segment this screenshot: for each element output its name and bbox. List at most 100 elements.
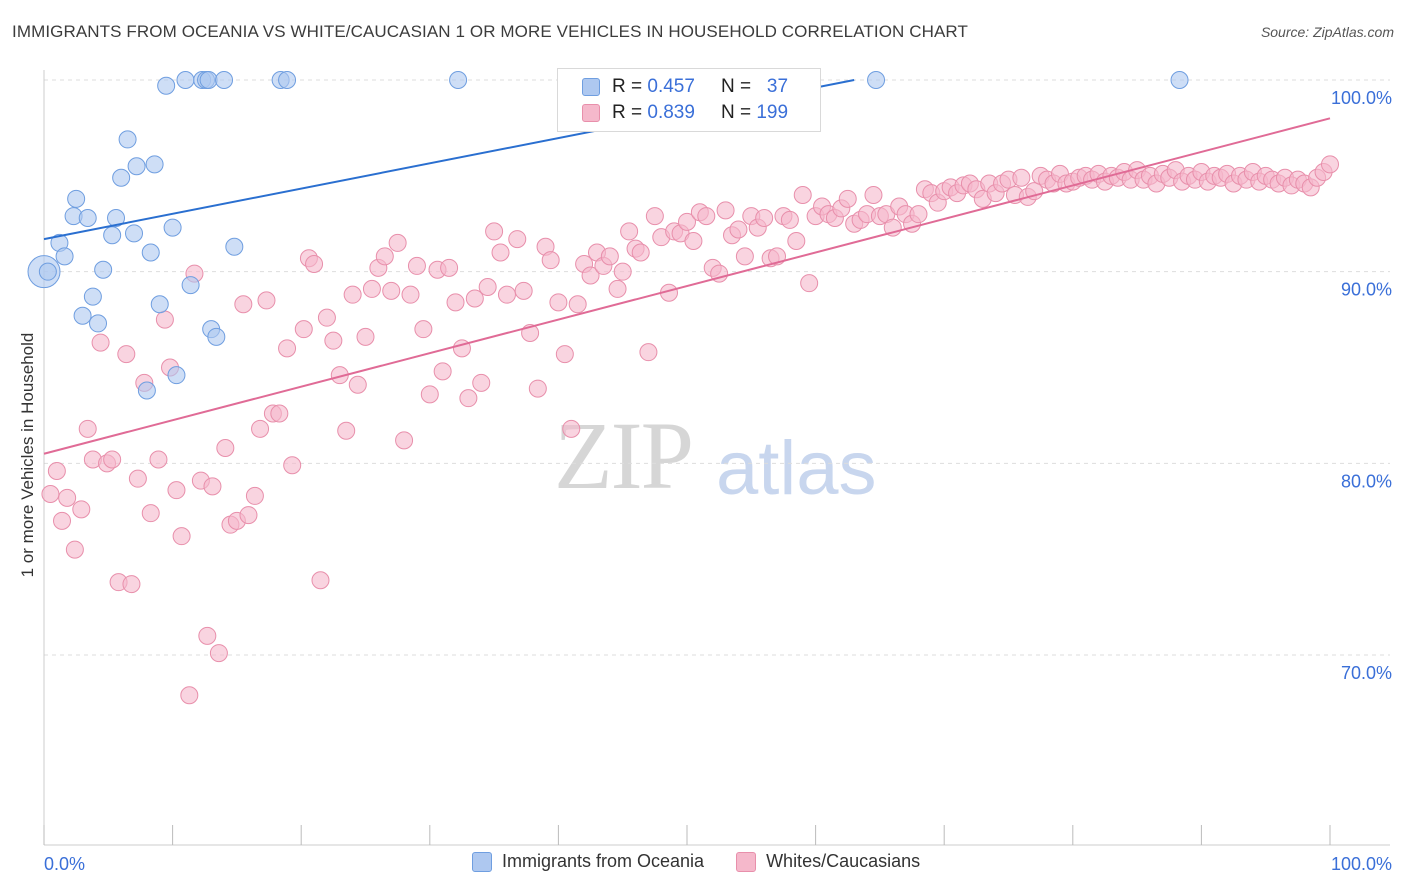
data-point-white bbox=[203, 477, 222, 496]
data-point-white bbox=[382, 281, 401, 300]
x-tick-label: 0.0% bbox=[44, 854, 85, 874]
data-point-white bbox=[600, 247, 619, 266]
data-point-oceania bbox=[112, 168, 131, 187]
data-point-white bbox=[407, 256, 426, 275]
data-point-oceania bbox=[449, 71, 468, 89]
data-point-oceania bbox=[157, 76, 176, 95]
data-point-white bbox=[72, 500, 91, 519]
data-point-white bbox=[446, 293, 465, 312]
data-point-oceania bbox=[83, 287, 102, 306]
data-point-white bbox=[528, 379, 547, 398]
data-point-oceania bbox=[118, 130, 137, 149]
data-point-white bbox=[440, 258, 459, 277]
stats-legend: R = 0.457 N = 37 R = 0.839 N = 199 bbox=[557, 68, 821, 132]
data-point-white bbox=[508, 230, 527, 249]
data-point-white bbox=[639, 343, 658, 362]
watermark-atlas: atlas bbox=[716, 426, 877, 511]
data-point-white bbox=[245, 486, 264, 505]
data-point-white bbox=[375, 247, 394, 266]
data-point-white bbox=[555, 345, 574, 364]
data-point-oceania bbox=[38, 262, 57, 281]
data-point-white bbox=[401, 285, 420, 304]
data-point-white bbox=[311, 571, 330, 590]
data-point-oceania bbox=[167, 366, 186, 385]
data-point-oceania bbox=[55, 247, 74, 266]
data-point-white bbox=[348, 375, 367, 394]
data-point-white bbox=[155, 310, 174, 329]
data-point-white bbox=[251, 419, 270, 438]
legend-swatch-pink bbox=[582, 104, 600, 122]
data-point-oceania bbox=[145, 155, 164, 174]
data-point-white bbox=[198, 626, 217, 645]
data-point-white bbox=[478, 278, 497, 296]
data-point-white bbox=[343, 285, 362, 304]
data-point-white bbox=[514, 281, 533, 300]
r-value: 0.457 bbox=[647, 76, 695, 97]
data-point-white bbox=[270, 404, 289, 423]
r-label: R = bbox=[612, 76, 643, 97]
data-point-white bbox=[684, 232, 703, 250]
data-point-white bbox=[608, 279, 627, 298]
data-point-oceania bbox=[67, 189, 86, 208]
data-point-oceania bbox=[78, 209, 97, 227]
series-legend: Immigrants from Oceania Whites/Caucasian… bbox=[472, 851, 952, 872]
data-point-white bbox=[305, 255, 324, 273]
r-label: R = bbox=[612, 102, 643, 123]
data-point-oceania bbox=[278, 71, 297, 89]
data-point-white bbox=[172, 527, 191, 546]
data-point-white bbox=[780, 210, 799, 229]
data-point-oceania bbox=[867, 71, 886, 89]
data-point-white bbox=[631, 243, 650, 262]
data-point-white bbox=[472, 373, 491, 392]
data-point-white bbox=[568, 295, 587, 314]
legend-item-oceania[interactable]: Immigrants from Oceania bbox=[472, 851, 704, 872]
data-point-white bbox=[433, 362, 452, 381]
data-point-white bbox=[65, 540, 84, 559]
data-point-oceania bbox=[125, 224, 144, 243]
data-point-white bbox=[420, 385, 439, 404]
data-point-white bbox=[294, 320, 313, 339]
data-point-white bbox=[909, 205, 928, 224]
data-point-white bbox=[485, 222, 504, 241]
data-point-white bbox=[317, 308, 336, 327]
data-point-white bbox=[1025, 182, 1044, 201]
data-point-white bbox=[337, 421, 356, 440]
data-point-white bbox=[678, 212, 696, 231]
data-point-white bbox=[613, 262, 632, 281]
data-point-oceania bbox=[73, 306, 92, 325]
data-point-oceania bbox=[89, 314, 108, 333]
data-point-white bbox=[234, 295, 253, 314]
data-point-white bbox=[117, 345, 136, 364]
watermark-zip: ZIP bbox=[554, 402, 694, 509]
trend-line-white bbox=[43, 117, 1331, 455]
data-point-white bbox=[541, 251, 560, 270]
data-point-oceania bbox=[215, 71, 234, 89]
data-point-oceania bbox=[137, 381, 156, 400]
data-point-oceania bbox=[141, 243, 160, 262]
n-value: 199 bbox=[756, 102, 789, 123]
data-point-white bbox=[216, 439, 235, 457]
n-label: N = bbox=[720, 102, 752, 123]
data-point-white bbox=[53, 511, 72, 530]
data-point-white bbox=[864, 186, 883, 204]
data-point-white bbox=[562, 419, 581, 438]
data-point-white bbox=[239, 506, 258, 525]
source-label: Source: ZipAtlas.com bbox=[1260, 24, 1394, 40]
data-point-white bbox=[167, 481, 186, 500]
data-point-oceania bbox=[103, 226, 122, 245]
data-point-white bbox=[356, 327, 375, 346]
data-point-white bbox=[209, 644, 228, 663]
y-tick-label: 90.0% bbox=[1341, 280, 1392, 300]
data-point-white bbox=[41, 485, 60, 503]
data-point-white bbox=[149, 450, 168, 469]
stats-row-oceania: R = 0.457 N = 37 bbox=[582, 75, 788, 99]
data-point-white bbox=[459, 389, 478, 408]
data-point-white bbox=[793, 186, 812, 204]
data-point-white bbox=[278, 339, 297, 358]
data-point-white bbox=[388, 233, 407, 252]
data-point-oceania bbox=[150, 295, 169, 314]
n-label: N = bbox=[720, 76, 752, 97]
data-point-white bbox=[395, 431, 414, 450]
legend-item-white[interactable]: Whites/Caucasians bbox=[736, 851, 920, 872]
